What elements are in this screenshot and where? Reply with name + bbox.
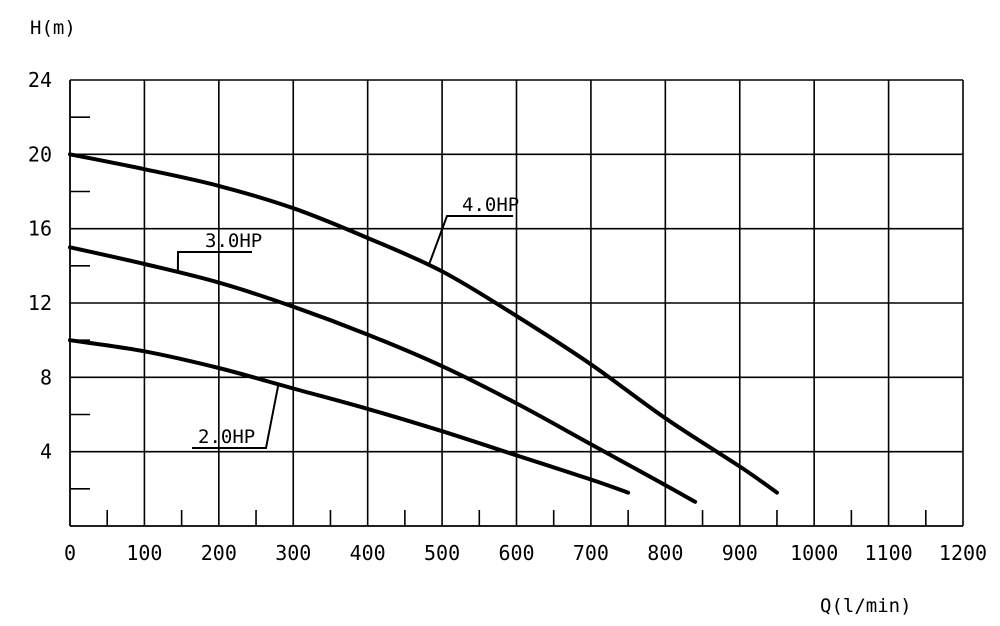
annotation-2-0hp: 2.0HP <box>192 384 280 449</box>
annotation-label: 4.0HP <box>462 194 519 216</box>
x-tick-label: 0 <box>64 541 76 565</box>
x-tick-label: 1200 <box>939 541 987 565</box>
x-tick-label: 1100 <box>864 541 912 565</box>
x-axis-label: Q(l/min) <box>820 595 912 617</box>
minor-ticks <box>70 116 927 526</box>
y-tick-label: 20 <box>28 142 52 166</box>
x-tick-label: 900 <box>722 541 758 565</box>
annotation-3-0hp: 3.0HP <box>176 230 262 273</box>
annotation-4-0hp: 4.0HP <box>427 194 519 266</box>
x-tick-label: 500 <box>424 541 460 565</box>
x-tick-label: 300 <box>275 541 311 565</box>
curve-2-0hp <box>68 338 631 495</box>
y-tick-label: 12 <box>28 291 52 315</box>
annotation-label: 3.0HP <box>205 230 262 252</box>
x-tick-label: 100 <box>126 541 162 565</box>
y-tick-label: 8 <box>40 365 52 389</box>
y-tick-label: 4 <box>40 440 52 464</box>
x-tick-label: 600 <box>498 541 534 565</box>
y-axis-label: H(m) <box>30 17 76 39</box>
curve-3-0hp <box>68 245 698 504</box>
annotation-leader <box>176 251 252 273</box>
curves <box>68 152 779 504</box>
y-tick-labels: 4 8 12 16 20 24 <box>28 68 52 464</box>
annotation-leader <box>192 384 280 449</box>
x-tick-label: 800 <box>647 541 683 565</box>
curve-annotations: 2.0HP 3.0HP 4.0HP <box>176 194 519 449</box>
x-tick-label: 200 <box>201 541 237 565</box>
x-tick-label: 400 <box>350 541 386 565</box>
y-tick-label: 16 <box>28 217 52 241</box>
x-tick-label: 1000 <box>790 541 838 565</box>
x-tick-label: 700 <box>573 541 609 565</box>
grid <box>69 79 964 527</box>
annotation-label: 2.0HP <box>198 426 255 448</box>
annotation-leader <box>427 215 513 266</box>
x-tick-labels: 0 100 200 300 400 500 600 700 800 900 1000 1100 1200 <box>64 541 987 565</box>
curve-4-0hp <box>68 152 779 495</box>
y-tick-label: 24 <box>28 68 52 92</box>
